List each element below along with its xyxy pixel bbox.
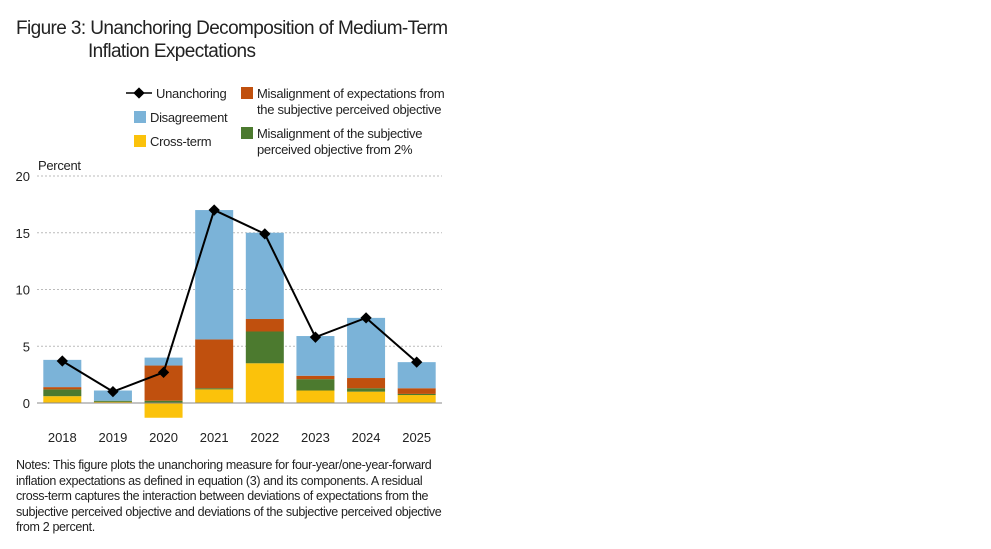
bar-segment-misalignment-objective bbox=[144, 400, 183, 403]
legend-misalignment-expectations-line2: the subjective perceived objective bbox=[257, 102, 442, 117]
bar-segment-misalignment-expectations bbox=[397, 388, 436, 394]
legend-unanchoring-marker bbox=[126, 87, 152, 99]
figure-notes: Notes: This figure plots the unanchoring… bbox=[16, 458, 442, 534]
x-tick-label: 2018 bbox=[48, 430, 77, 445]
figure-title: Figure 3: Unanchoring Decomposition of M… bbox=[16, 17, 448, 63]
bar-segment-cross-term bbox=[245, 363, 284, 403]
bar-segment-misalignment-objective bbox=[347, 388, 386, 392]
bar-segment-disagreement bbox=[195, 210, 234, 340]
x-tick-label: 2020 bbox=[149, 430, 178, 445]
legend-cross-term-label: Cross-term bbox=[150, 134, 212, 149]
unanchoring-point bbox=[208, 204, 220, 216]
legend-misalignment-objective-swatch bbox=[241, 127, 253, 139]
legend-disagreement-label: Disagreement bbox=[150, 110, 228, 125]
unanchoring-line bbox=[56, 204, 423, 398]
bar-segment-misalignment-expectations bbox=[195, 339, 234, 389]
bar-segment-cross-term bbox=[195, 389, 234, 403]
bar-segment-disagreement bbox=[245, 232, 284, 320]
legend-disagreement-swatch bbox=[134, 111, 146, 123]
x-axis-ticks: 2018 2019 2020 2021 2022 2023 2024 2025 bbox=[48, 430, 431, 445]
y-tick-label: 15 bbox=[16, 226, 30, 241]
legend-misalignment-expectations-line1: Misalignment of expectations from bbox=[257, 86, 445, 101]
legend-misalignment-objective-line2: perceived objective from 2% bbox=[257, 142, 413, 157]
x-tick-label: 2019 bbox=[98, 430, 127, 445]
bar-segment-misalignment-expectations bbox=[296, 375, 335, 380]
bar-segment-misalignment-objective bbox=[195, 388, 234, 390]
bar-segment-misalignment-objective bbox=[43, 389, 82, 397]
unanchoring-point bbox=[309, 331, 322, 343]
bar-segment-cross-term bbox=[43, 396, 82, 403]
bar-segment-misalignment-expectations bbox=[43, 387, 82, 390]
bar-segment-misalignment-objective bbox=[296, 379, 335, 391]
bar-segment-cross-term bbox=[93, 401, 132, 403]
legend-misalignment-objective-line1: Misalignment of the subjective bbox=[257, 126, 423, 141]
unanchoring-series-line bbox=[61, 208, 418, 393]
bar-segment-misalignment-expectations bbox=[245, 319, 284, 332]
y-axis-label: Percent bbox=[38, 158, 81, 173]
bar-segment-cross-term bbox=[296, 390, 335, 403]
unanchoring-point bbox=[360, 312, 372, 324]
bar-segment-disagreement bbox=[347, 317, 386, 379]
bar-segment-cross-term bbox=[347, 391, 386, 403]
unanchoring-point bbox=[411, 356, 423, 368]
bar-segment-misalignment-objective bbox=[397, 393, 436, 396]
x-tick-label: 2023 bbox=[301, 430, 330, 445]
legend-cross-term-swatch bbox=[134, 135, 146, 147]
bar-segment-cross-term bbox=[397, 395, 436, 403]
y-tick-label: 5 bbox=[23, 339, 30, 354]
bar-segment-misalignment-objective bbox=[93, 400, 132, 402]
y-tick-label: 20 bbox=[16, 169, 30, 184]
y-tick-label: 0 bbox=[23, 396, 30, 411]
y-axis-ticks: 0 5 10 15 20 bbox=[16, 169, 30, 411]
stacked-bar-chart: Percent 0 5 10 15 20 2018 2019 2020 2021 2022 202… bbox=[16, 158, 442, 445]
bar-segment-misalignment-objective bbox=[245, 331, 284, 364]
bar-segment-misalignment-expectations bbox=[347, 378, 386, 389]
x-tick-label: 2025 bbox=[402, 430, 431, 445]
legend-misalignment-expectations-swatch bbox=[241, 87, 253, 99]
legend-unanchoring-label: Unanchoring bbox=[156, 86, 227, 101]
bars bbox=[43, 210, 436, 418]
y-tick-label: 10 bbox=[16, 283, 30, 298]
bar-segment-cross-term bbox=[144, 403, 183, 418]
x-tick-label: 2024 bbox=[352, 430, 381, 445]
figure-title-line2: Inflation Expectations bbox=[88, 41, 256, 62]
unanchoring-point bbox=[157, 366, 170, 379]
figure-title-line1: Figure 3: Unanchoring Decomposition of M… bbox=[16, 18, 448, 39]
x-tick-label: 2022 bbox=[250, 430, 279, 445]
unanchoring-point bbox=[259, 228, 271, 240]
bar-segment-disagreement bbox=[144, 357, 183, 366]
x-tick-label: 2021 bbox=[200, 430, 229, 445]
